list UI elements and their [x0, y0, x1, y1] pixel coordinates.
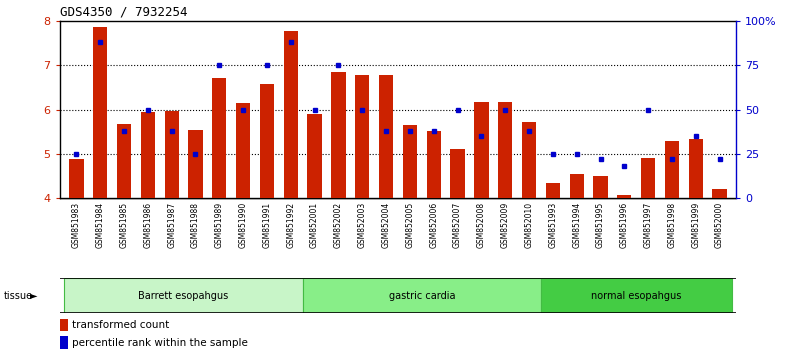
- Text: GSM851987: GSM851987: [167, 202, 176, 249]
- Bar: [541, 278, 732, 313]
- Bar: [60, 319, 68, 331]
- Text: GSM852002: GSM852002: [334, 202, 343, 249]
- Bar: [117, 124, 131, 198]
- Bar: [60, 336, 68, 349]
- Text: GSM851985: GSM851985: [119, 202, 128, 249]
- Bar: [617, 195, 631, 198]
- Bar: [427, 131, 441, 198]
- Text: GSM851996: GSM851996: [620, 202, 629, 249]
- Bar: [69, 159, 84, 198]
- Text: ►: ►: [30, 291, 37, 301]
- Text: GSM852009: GSM852009: [501, 202, 509, 249]
- Bar: [403, 125, 417, 198]
- Text: GSM851994: GSM851994: [572, 202, 581, 249]
- Text: GSM852008: GSM852008: [477, 202, 486, 249]
- Text: GSM851983: GSM851983: [72, 202, 81, 249]
- Text: percentile rank within the sample: percentile rank within the sample: [72, 338, 248, 348]
- Text: GSM851988: GSM851988: [191, 202, 200, 248]
- Bar: [189, 130, 203, 198]
- Bar: [665, 141, 679, 198]
- Bar: [302, 278, 541, 313]
- Bar: [259, 84, 274, 198]
- Text: tissue: tissue: [4, 291, 33, 301]
- Bar: [522, 122, 537, 198]
- Bar: [331, 72, 345, 198]
- Text: GSM852000: GSM852000: [715, 202, 724, 249]
- Text: GSM851984: GSM851984: [96, 202, 105, 249]
- Bar: [569, 174, 583, 198]
- Text: GSM851991: GSM851991: [263, 202, 271, 249]
- Text: transformed count: transformed count: [72, 320, 170, 330]
- Bar: [283, 32, 298, 198]
- Bar: [141, 112, 155, 198]
- Text: GSM851992: GSM851992: [287, 202, 295, 249]
- Text: gastric cardia: gastric cardia: [388, 291, 455, 301]
- Text: GSM851998: GSM851998: [668, 202, 677, 249]
- Bar: [546, 183, 560, 198]
- Bar: [236, 103, 250, 198]
- Text: normal esopahgus: normal esopahgus: [591, 291, 681, 301]
- Text: GSM851997: GSM851997: [644, 202, 653, 249]
- Bar: [93, 27, 107, 198]
- Text: Barrett esopahgus: Barrett esopahgus: [139, 291, 228, 301]
- Bar: [165, 110, 179, 198]
- Text: GSM851993: GSM851993: [548, 202, 557, 249]
- Text: GSM852007: GSM852007: [453, 202, 462, 249]
- Bar: [355, 75, 369, 198]
- Text: GSM851990: GSM851990: [239, 202, 248, 249]
- Bar: [379, 75, 393, 198]
- Bar: [451, 149, 465, 198]
- Bar: [307, 114, 322, 198]
- Text: GSM851995: GSM851995: [596, 202, 605, 249]
- Text: GSM852010: GSM852010: [525, 202, 533, 249]
- Bar: [213, 78, 227, 198]
- Bar: [474, 102, 489, 198]
- Text: GSM852006: GSM852006: [429, 202, 439, 249]
- Text: GDS4350 / 7932254: GDS4350 / 7932254: [60, 6, 187, 19]
- Text: GSM852001: GSM852001: [310, 202, 319, 249]
- Bar: [712, 189, 727, 198]
- Text: GSM852004: GSM852004: [381, 202, 391, 249]
- Bar: [593, 176, 607, 198]
- Text: GSM851986: GSM851986: [143, 202, 152, 249]
- Bar: [498, 102, 513, 198]
- Bar: [64, 278, 302, 313]
- Text: GSM852005: GSM852005: [405, 202, 415, 249]
- Bar: [689, 138, 703, 198]
- Text: GSM851999: GSM851999: [691, 202, 700, 249]
- Bar: [641, 158, 655, 198]
- Text: GSM851989: GSM851989: [215, 202, 224, 249]
- Text: GSM852003: GSM852003: [357, 202, 367, 249]
